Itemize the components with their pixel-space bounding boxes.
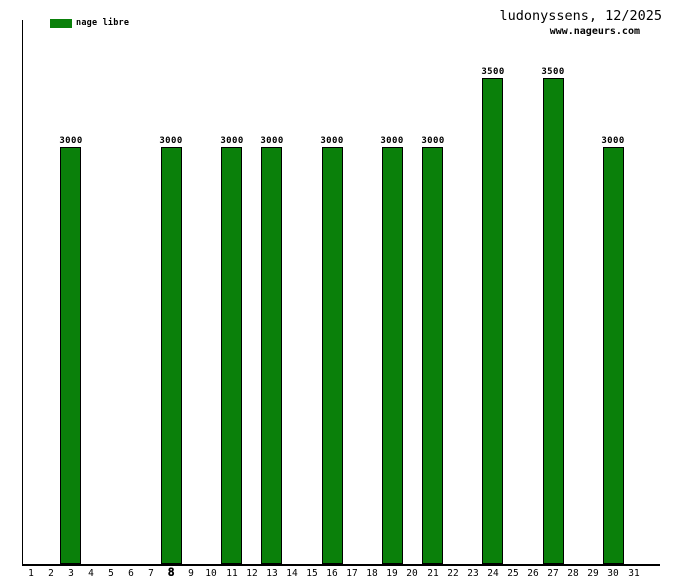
x-tick-label-28: 28 — [567, 568, 579, 579]
bar-day-16 — [322, 147, 343, 564]
bar-value-label-day-21: 3000 — [421, 136, 445, 146]
x-tick-label-3: 3 — [68, 568, 74, 579]
bar-value-label-day-8: 3000 — [159, 136, 183, 146]
bar-value-label-day-27: 3500 — [541, 67, 565, 77]
y-axis-line — [22, 20, 23, 565]
x-tick-label-2: 2 — [48, 568, 54, 579]
bar-day-13 — [261, 147, 282, 564]
bar-day-27 — [543, 78, 564, 564]
bar-value-label-day-19: 3000 — [380, 136, 404, 146]
x-tick-label-24: 24 — [487, 568, 499, 579]
x-tick-label-23: 23 — [467, 568, 479, 579]
x-tick-label-27: 27 — [547, 568, 559, 579]
x-tick-label-10: 10 — [205, 568, 217, 579]
legend-label: nage libre — [76, 18, 130, 28]
bar-day-11 — [221, 147, 242, 564]
x-tick-label-12: 12 — [246, 568, 258, 579]
x-tick-label-18: 18 — [366, 568, 378, 579]
x-tick-label-26: 26 — [527, 568, 539, 579]
x-tick-label-8: 8 — [167, 564, 175, 579]
website-text: www.nageurs.com — [549, 26, 640, 37]
bar-value-label-day-13: 3000 — [260, 136, 284, 146]
x-tick-label-11: 11 — [226, 568, 238, 579]
x-tick-label-21: 21 — [427, 568, 439, 579]
x-tick-label-30: 30 — [607, 568, 619, 579]
bar-day-19 — [382, 147, 403, 564]
bar-day-21 — [422, 147, 443, 564]
bar-day-30 — [603, 147, 624, 564]
x-tick-label-20: 20 — [406, 568, 418, 579]
x-tick-label-25: 25 — [507, 568, 519, 579]
x-tick-label-6: 6 — [128, 568, 134, 579]
x-tick-label-13: 13 — [266, 568, 278, 579]
x-tick-label-16: 16 — [326, 568, 338, 579]
x-tick-label-29: 29 — [587, 568, 599, 579]
x-tick-label-7: 7 — [148, 568, 154, 579]
x-tick-label-22: 22 — [447, 568, 459, 579]
x-tick-label-1: 1 — [28, 568, 34, 579]
x-tick-label-31: 31 — [628, 568, 640, 579]
bar-day-3 — [60, 147, 81, 564]
x-tick-label-14: 14 — [286, 568, 298, 579]
bar-day-8 — [161, 147, 182, 564]
x-tick-label-17: 17 — [346, 568, 358, 579]
legend: nage libre — [50, 18, 129, 28]
bar-value-label-day-11: 3000 — [220, 136, 244, 146]
bar-value-label-day-30: 3000 — [601, 136, 625, 146]
bar-day-24 — [482, 78, 503, 564]
x-tick-label-15: 15 — [306, 568, 318, 579]
chart-title: ludonyssens, 12/2025 — [499, 8, 662, 24]
x-tick-label-5: 5 — [108, 568, 114, 579]
x-tick-label-4: 4 — [88, 568, 94, 579]
legend-swatch — [50, 18, 72, 28]
bar-value-label-day-16: 3000 — [320, 136, 344, 146]
bar-value-label-day-3: 3000 — [59, 136, 83, 146]
x-axis-line — [22, 564, 660, 566]
bar-value-label-day-24: 3500 — [481, 67, 505, 77]
x-tick-label-9: 9 — [188, 568, 194, 579]
x-tick-label-19: 19 — [386, 568, 398, 579]
